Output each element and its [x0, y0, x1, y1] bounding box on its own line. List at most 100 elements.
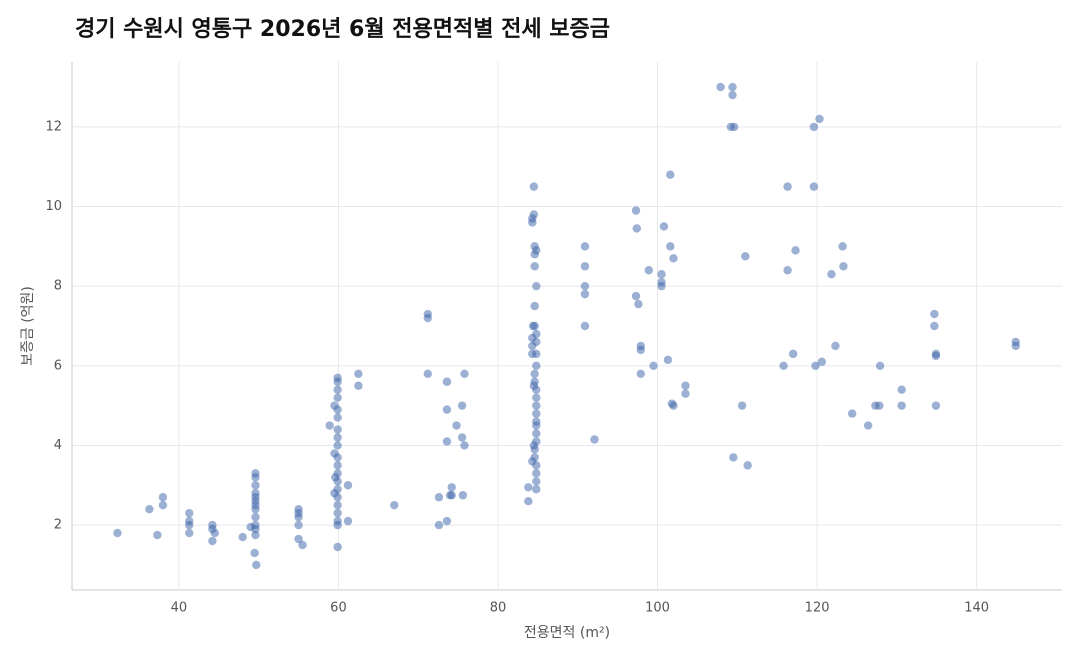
point [210, 528, 219, 538]
point [644, 266, 653, 275]
point [333, 377, 342, 386]
point [532, 361, 541, 371]
point [743, 461, 752, 470]
point [930, 309, 939, 319]
point [298, 540, 307, 550]
point [532, 401, 541, 410]
point [532, 281, 541, 291]
y-axis-title: 보증금 (억원) [20, 286, 36, 366]
point [716, 82, 725, 92]
point [530, 369, 539, 378]
point [333, 413, 342, 422]
point [590, 435, 599, 444]
y-tick-label: 8 [54, 279, 62, 294]
point [333, 385, 342, 394]
y-tick-label: 2 [54, 518, 62, 533]
point [930, 321, 939, 331]
point [532, 429, 541, 438]
point [354, 369, 363, 378]
point [447, 491, 456, 500]
point [728, 90, 737, 100]
point [294, 534, 303, 544]
point [1011, 341, 1020, 351]
y-tick-label: 10 [45, 199, 62, 214]
point [434, 520, 444, 530]
point [817, 357, 827, 367]
point [532, 337, 541, 347]
point [657, 281, 666, 291]
point [875, 401, 884, 410]
point [839, 262, 848, 271]
point [532, 477, 541, 486]
point [333, 393, 342, 402]
point [532, 469, 541, 478]
point [185, 528, 194, 538]
point [663, 355, 673, 365]
point [251, 500, 260, 510]
point [580, 262, 590, 271]
point [532, 329, 541, 339]
point [831, 341, 840, 351]
point [530, 301, 539, 311]
point [632, 224, 642, 233]
point [528, 321, 538, 331]
point [185, 508, 194, 518]
point [847, 409, 857, 418]
point [669, 254, 678, 263]
point [529, 182, 539, 191]
point [208, 536, 217, 546]
point [294, 520, 303, 530]
point [636, 369, 645, 378]
point [532, 246, 541, 255]
point [728, 82, 737, 92]
point [333, 441, 342, 450]
x-tick-label: 60 [330, 601, 347, 616]
y-tick-label: 6 [54, 358, 62, 373]
point [333, 461, 342, 470]
point [294, 512, 303, 522]
point [875, 361, 885, 371]
point [333, 500, 342, 510]
point [580, 281, 590, 291]
point [532, 393, 541, 402]
point [811, 361, 820, 371]
point [634, 299, 643, 309]
point [343, 481, 353, 490]
point [330, 489, 339, 498]
point [251, 493, 260, 502]
point [532, 409, 541, 418]
point [729, 453, 738, 462]
point [532, 485, 541, 494]
point [331, 473, 340, 482]
point [452, 421, 461, 430]
point [145, 504, 154, 514]
point [659, 222, 669, 231]
point [809, 182, 819, 191]
point [442, 516, 452, 526]
point [788, 349, 798, 359]
point [442, 405, 452, 414]
point [343, 516, 353, 526]
x-tick-label: 120 [805, 601, 830, 616]
point [251, 469, 260, 478]
point [791, 246, 800, 255]
chart-title: 경기 수원시 영통구 2026년 6월 전용면적별 전세 보증금 [75, 17, 610, 42]
point [524, 483, 533, 492]
point [897, 401, 906, 410]
point [827, 270, 836, 279]
point [580, 321, 590, 331]
point [238, 532, 247, 542]
x-tick-label: 100 [645, 601, 670, 616]
point [333, 425, 342, 434]
point [815, 114, 824, 124]
point [333, 542, 342, 552]
point [666, 170, 675, 179]
point [528, 218, 537, 227]
point [423, 313, 432, 323]
point [532, 421, 541, 430]
point [442, 437, 452, 446]
point [529, 441, 539, 450]
point [649, 361, 658, 371]
point [185, 520, 194, 530]
point [251, 481, 260, 490]
